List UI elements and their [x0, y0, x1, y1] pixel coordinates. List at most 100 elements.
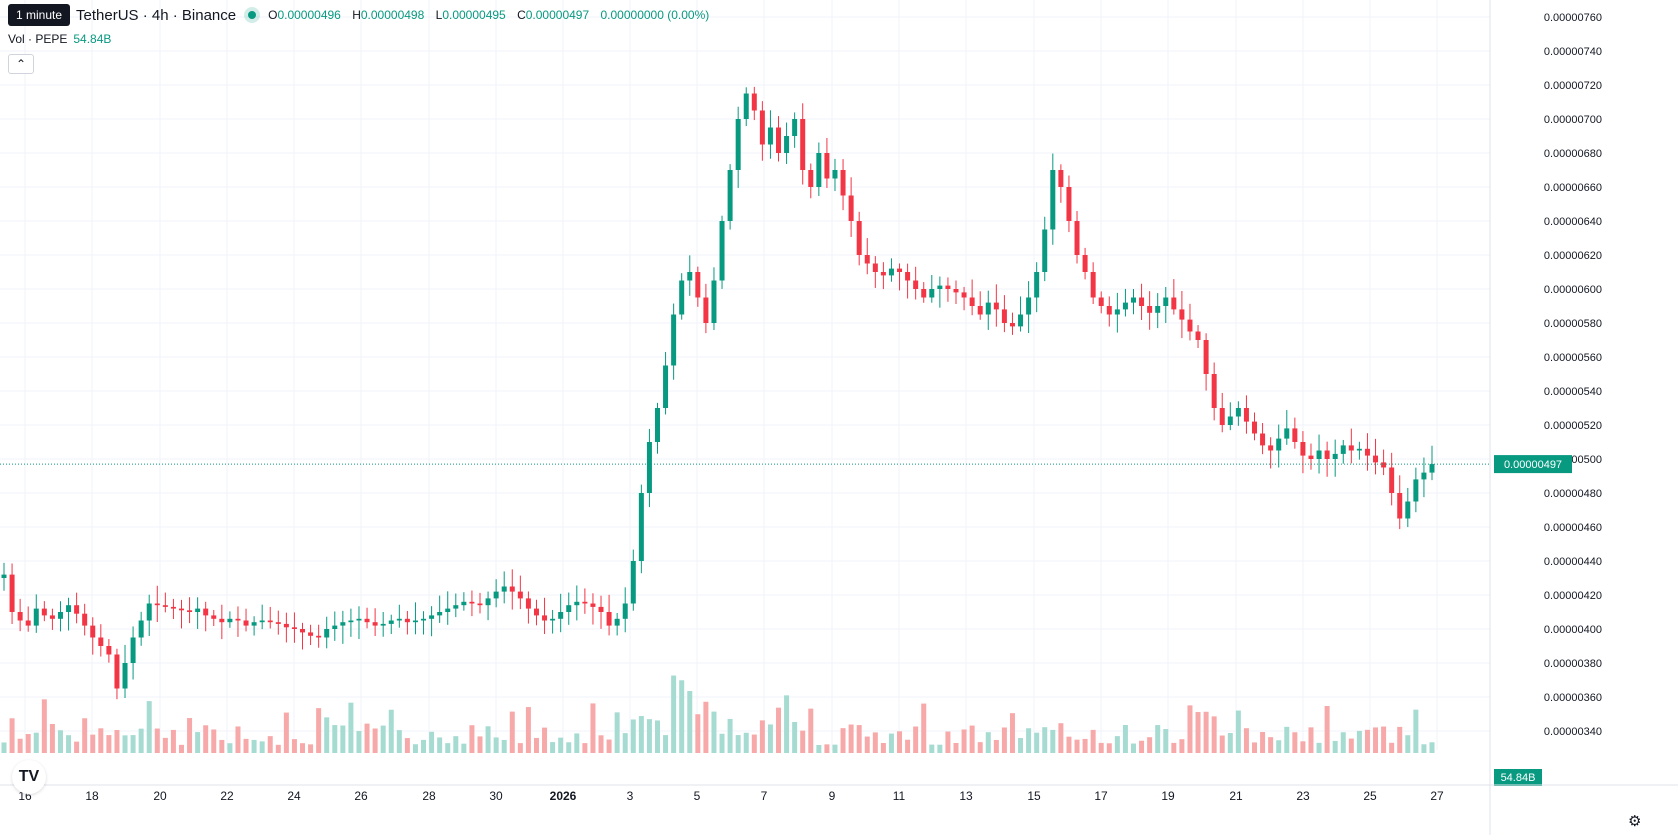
- candle-body: [356, 618, 362, 621]
- volume-bar: [332, 725, 338, 753]
- volume-bar: [170, 729, 176, 753]
- volume-bar: [735, 735, 741, 753]
- candle-body: [154, 603, 160, 606]
- volume-bar: [1308, 727, 1314, 753]
- candle-body: [824, 153, 830, 179]
- volume-bar: [114, 730, 120, 753]
- candle-body: [372, 622, 378, 626]
- candle-body: [291, 627, 297, 629]
- candle-body: [1147, 306, 1153, 313]
- candle-body: [429, 615, 435, 619]
- volume-bar: [251, 739, 257, 753]
- symbol-title[interactable]: TetherUS · 4h · Binance: [76, 6, 237, 24]
- candle-body: [1074, 221, 1080, 255]
- candle-body: [969, 297, 975, 306]
- volume-bar: [275, 744, 281, 753]
- volume-bar: [1195, 712, 1201, 753]
- volume-bar: [267, 736, 273, 753]
- candle-body: [953, 289, 959, 293]
- last-price-label: 0.00000497: [1504, 459, 1562, 471]
- volume-bar: [1179, 739, 1185, 753]
- interval-tooltip: 1 minute: [8, 4, 71, 26]
- volume-bar: [872, 732, 878, 753]
- candle-body: [574, 601, 580, 606]
- volume-bar: [1147, 737, 1153, 753]
- candle-body: [114, 654, 120, 689]
- volume-bar: [1381, 726, 1387, 753]
- volume-bar: [1114, 736, 1120, 753]
- candle-body: [1050, 170, 1056, 230]
- y-tick-label: 0.00000400: [1544, 624, 1602, 636]
- candle-body: [501, 586, 507, 592]
- x-tick-label: 5: [694, 789, 701, 803]
- candle-body: [735, 119, 741, 170]
- volume-bar: [1284, 726, 1290, 753]
- low-value: 0.00000495: [442, 8, 506, 22]
- volume-bar: [1034, 732, 1040, 753]
- candle-body: [1348, 445, 1354, 451]
- candle-body: [558, 612, 564, 619]
- candle-body: [929, 289, 935, 298]
- candle-body: [1252, 421, 1258, 434]
- volume-bar: [1026, 728, 1032, 753]
- y-tick-label: 0.00000540: [1544, 386, 1602, 398]
- volume-bar: [558, 737, 564, 753]
- volume-bar: [1050, 729, 1056, 753]
- x-tick-label: 27: [1430, 789, 1444, 803]
- candle-body: [57, 612, 63, 619]
- x-tick-label: 22: [220, 789, 234, 803]
- x-tick-label: 20: [153, 789, 167, 803]
- candle-body: [1227, 416, 1233, 425]
- candle-body: [461, 601, 467, 606]
- x-tick-label: 26: [354, 789, 368, 803]
- y-tick-label: 0.00000520: [1544, 420, 1602, 432]
- candle-body: [1235, 408, 1241, 417]
- tradingview-logo[interactable]: TV: [12, 760, 46, 794]
- candle-body: [1340, 445, 1346, 454]
- chevron-up-icon[interactable]: ⌃: [8, 54, 34, 74]
- volume-bar: [687, 691, 693, 753]
- volume-bar: [808, 708, 814, 753]
- x-tick-label: 18: [85, 789, 99, 803]
- candle-body: [582, 601, 588, 604]
- candle-body: [880, 272, 886, 276]
- candle-body: [412, 620, 418, 623]
- ohlc-values: O0.00000496 H0.00000498 L0.00000495 C0.0…: [268, 8, 709, 22]
- candle-body: [630, 561, 636, 604]
- candle-body: [864, 255, 870, 264]
- candle-body: [759, 110, 765, 145]
- candle-body: [211, 615, 217, 619]
- volume-bar: [380, 725, 386, 753]
- candle-body: [388, 620, 394, 624]
- volume-bar: [1074, 739, 1080, 753]
- x-tick-label: 23: [1296, 789, 1310, 803]
- candle-body: [1122, 302, 1128, 310]
- volume-bar: [679, 680, 685, 753]
- volume-bar: [227, 743, 233, 753]
- candle-body: [1381, 462, 1387, 468]
- volume-bar: [308, 744, 314, 753]
- candle-body: [711, 280, 717, 323]
- candle-body: [872, 263, 878, 272]
- y-tick-label: 0.00000360: [1544, 692, 1602, 704]
- candle-body: [348, 620, 354, 623]
- candle-body: [275, 622, 281, 624]
- candle-body: [1171, 297, 1177, 310]
- volume-bar: [1082, 738, 1088, 753]
- candle-body: [396, 618, 402, 621]
- candle-body: [840, 170, 846, 196]
- volume-bar: [1243, 728, 1249, 753]
- low-label: L: [435, 8, 443, 22]
- y-tick-label: 0.00000700: [1544, 114, 1602, 126]
- volume-bar: [396, 730, 402, 753]
- candle-body: [146, 603, 152, 621]
- candle-body: [1155, 306, 1161, 313]
- volume-bar: [953, 742, 959, 753]
- last-volume-label: 54.84B: [1501, 772, 1536, 784]
- volume-bar: [800, 730, 806, 753]
- volume-bar: [1324, 705, 1330, 753]
- gear-icon[interactable]: ⚙: [1628, 813, 1642, 830]
- candle-body: [243, 620, 249, 626]
- x-tick-label: 25: [1363, 789, 1377, 803]
